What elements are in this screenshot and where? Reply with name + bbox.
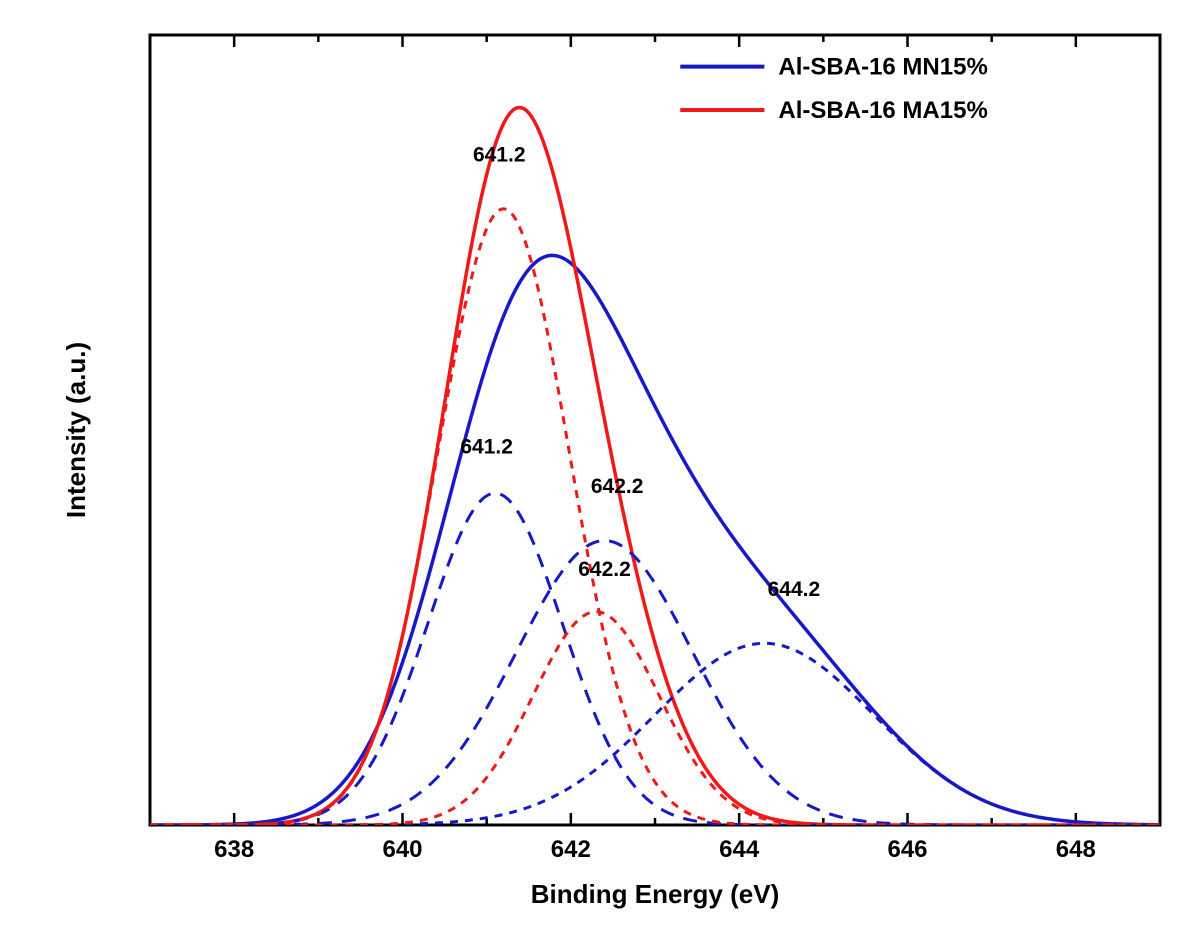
- x-tick-label: 646: [887, 836, 927, 863]
- peak-label: 642.2: [591, 475, 644, 498]
- x-tick-label: 642: [551, 836, 591, 863]
- legend-label: Al-SBA-16 MN15%: [778, 54, 987, 81]
- peak-label: 644.2: [768, 578, 821, 601]
- peak-label: 642.2: [578, 558, 631, 581]
- x-tick-label: 648: [1056, 836, 1096, 863]
- peak-label: 641.2: [473, 143, 526, 166]
- xps-spectrum-chart: 638 640 642 644 646 648 Binding Energy (eV) Int…: [0, 0, 1200, 925]
- y-axis-label: Intensity (a.u.): [61, 342, 91, 518]
- x-tick-label: 640: [382, 836, 422, 863]
- legend-label: Al-SBA-16 MA15%: [778, 97, 987, 124]
- peak-label: 641.2: [460, 436, 513, 459]
- x-tick-label: 644: [719, 836, 760, 863]
- x-axis-label: Binding Energy (eV): [531, 879, 779, 909]
- x-tick-label: 638: [214, 836, 254, 863]
